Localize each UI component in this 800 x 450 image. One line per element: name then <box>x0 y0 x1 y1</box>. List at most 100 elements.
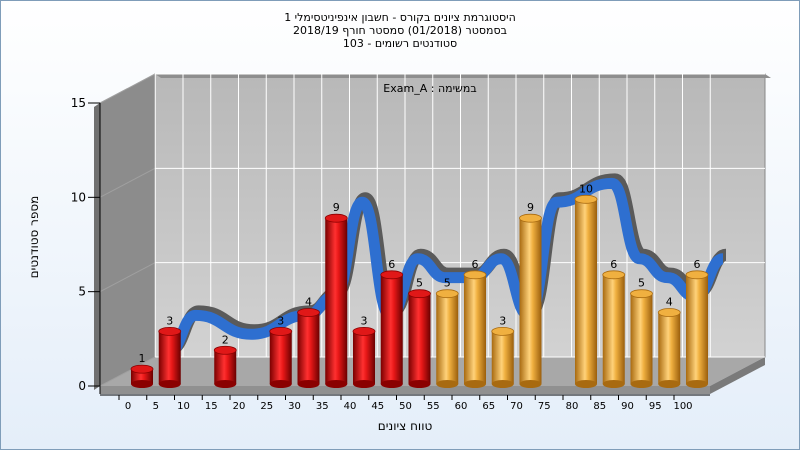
bar-top <box>409 290 431 298</box>
bar-body <box>409 294 431 384</box>
bar-30: 4 <box>298 296 320 388</box>
bar-top <box>603 271 625 279</box>
bar-45: 6 <box>381 258 403 388</box>
bar-35: 9 <box>325 201 347 388</box>
back-wall-top-edge <box>155 74 771 78</box>
bar-top <box>631 290 653 298</box>
x-tick-label: 95 <box>649 401 662 412</box>
x-tick-label: 55 <box>427 401 440 412</box>
bar-value-label: 3 <box>499 314 506 327</box>
bar-60: 6 <box>464 258 486 388</box>
bar-55: 5 <box>436 277 458 388</box>
bar-base <box>214 380 236 388</box>
x-tick-label: 90 <box>621 401 634 412</box>
bar-body <box>631 294 653 384</box>
bar-base <box>603 380 625 388</box>
bar-body <box>159 331 181 384</box>
bar-top <box>436 290 458 298</box>
bar-body <box>298 313 320 384</box>
bar-value-label: 4 <box>666 296 673 309</box>
bar-85: 6 <box>603 258 625 388</box>
bar-value-label: 6 <box>610 258 617 271</box>
bar-base <box>436 380 458 388</box>
bar-body <box>603 275 625 384</box>
bar-value-label: 3 <box>277 314 284 327</box>
bar-base <box>520 380 542 388</box>
bar-top <box>686 271 708 279</box>
bar-base <box>492 380 514 388</box>
bar-50: 5 <box>409 277 431 388</box>
bar-value-label: 5 <box>444 277 451 290</box>
bar-body <box>658 313 680 384</box>
bar-top <box>159 327 181 335</box>
x-tick-label: 30 <box>288 401 301 412</box>
bar-80: 10 <box>575 182 597 388</box>
bar-base <box>409 380 431 388</box>
x-tick-label: 10 <box>177 401 190 412</box>
bar-body <box>575 199 597 384</box>
bar-base <box>631 380 653 388</box>
bar-top <box>214 346 236 354</box>
x-axis-title: טווח ציונים <box>378 419 433 433</box>
x-tick-label: 70 <box>510 401 523 412</box>
bar-top <box>520 214 542 222</box>
chart-annotation: Exam_A : במשימה <box>383 82 476 95</box>
bar-95: 4 <box>658 296 680 388</box>
bar-body <box>270 331 292 384</box>
bar-value-label: 2 <box>222 333 229 346</box>
x-tick-label: 20 <box>233 401 246 412</box>
bar-base <box>575 380 597 388</box>
x-tick-label: 50 <box>399 401 412 412</box>
bar-value-label: 3 <box>166 314 173 327</box>
x-tick-label: 5 <box>153 401 159 412</box>
bar-body <box>464 275 486 384</box>
bar-base <box>270 380 292 388</box>
x-tick-label: 85 <box>593 401 606 412</box>
y-tick-label: 0 <box>78 379 86 393</box>
bar-top <box>464 271 486 279</box>
bar-top <box>353 327 375 335</box>
bar-body <box>325 218 347 384</box>
bar-body <box>381 275 403 384</box>
bar-base <box>131 380 153 388</box>
y-tick-label: 5 <box>78 285 86 299</box>
bar-100: 6 <box>686 258 708 388</box>
x-tick-label: 0 <box>125 401 131 412</box>
bar-top <box>658 309 680 317</box>
bar-base <box>381 380 403 388</box>
bar-value-label: 1 <box>139 352 146 365</box>
bar-base <box>686 380 708 388</box>
x-tick-label: 65 <box>482 401 495 412</box>
bar-body <box>520 218 542 384</box>
bar-value-label: 6 <box>694 258 701 271</box>
x-tick-label: 15 <box>205 401 218 412</box>
bar-value-label: 5 <box>416 277 423 290</box>
x-tick-label: 40 <box>344 401 357 412</box>
bar-base <box>298 380 320 388</box>
bar-top <box>131 365 153 373</box>
bar-value-label: 4 <box>305 296 312 309</box>
bar-value-label: 5 <box>638 277 645 290</box>
bar-90: 5 <box>631 277 653 388</box>
x-tick-label: 45 <box>371 401 384 412</box>
bar-base <box>353 380 375 388</box>
y-tick-label: 10 <box>71 190 86 204</box>
bar-value-label: 9 <box>333 201 340 214</box>
bar-value-label: 6 <box>472 258 479 271</box>
bar-value-label: 9 <box>527 201 534 214</box>
x-tick-label: 35 <box>316 401 329 412</box>
bar-body <box>492 331 514 384</box>
bar-value-label: 10 <box>579 182 593 195</box>
x-tick-label: 80 <box>566 401 579 412</box>
x-tick-label: 75 <box>538 401 551 412</box>
bar-base <box>325 380 347 388</box>
x-tick-label: 60 <box>455 401 468 412</box>
bar-value-label: 6 <box>388 258 395 271</box>
bar-top <box>270 327 292 335</box>
bar-70: 9 <box>520 201 542 388</box>
bar-base <box>159 380 181 388</box>
bar-top <box>575 195 597 203</box>
y-axis-title: מספר סטודנטים <box>27 196 41 279</box>
bar-top <box>381 271 403 279</box>
